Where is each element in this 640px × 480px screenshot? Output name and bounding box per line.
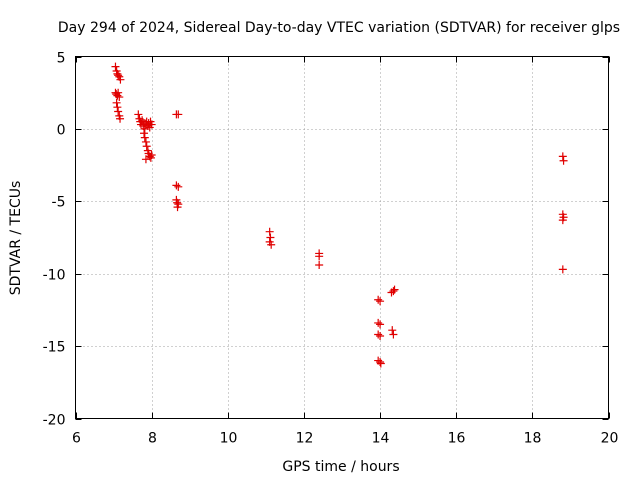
- data-point: [116, 75, 125, 84]
- points-layer: [111, 62, 568, 368]
- y-tick-label: -5: [52, 195, 66, 211]
- x-tick-label: 6: [72, 431, 81, 447]
- grid-layer: [75, 56, 609, 419]
- data-point: [390, 285, 399, 294]
- data-point: [374, 330, 383, 339]
- data-point: [172, 181, 181, 190]
- y-tick-label: -10: [43, 268, 66, 284]
- data-point: [115, 93, 124, 102]
- data-point: [376, 358, 385, 367]
- data-point: [374, 295, 383, 304]
- chart-title: Day 294 of 2024, Sidereal Day-to-day VTE…: [58, 20, 620, 36]
- data-point: [315, 261, 324, 270]
- ticks-layer: 6 8 10 12 14 16 18 20 5 0 -5 -10 -15 -20: [43, 51, 619, 447]
- data-point: [112, 98, 121, 107]
- data-point: [376, 320, 385, 329]
- x-tick-label: 10: [220, 431, 238, 447]
- data-point: [114, 107, 123, 116]
- x-tick-label: 16: [448, 431, 466, 447]
- data-point: [374, 318, 383, 327]
- x-tick-label: 18: [524, 431, 542, 447]
- data-point: [376, 359, 385, 368]
- data-point: [141, 155, 150, 164]
- data-point: [142, 142, 151, 151]
- data-point: [389, 330, 398, 339]
- data-point: [376, 297, 385, 306]
- data-point: [265, 227, 274, 236]
- data-point: [114, 71, 123, 80]
- data-point: [116, 114, 125, 123]
- data-point: [147, 150, 156, 159]
- x-axis-label: GPS time / hours: [282, 459, 399, 475]
- data-point: [140, 133, 149, 142]
- data-point: [389, 287, 398, 296]
- data-point: [267, 240, 276, 249]
- data-point: [140, 129, 149, 138]
- plot-frame: [75, 56, 609, 419]
- data-point: [141, 137, 150, 146]
- data-point: [174, 182, 183, 191]
- y-axis-label: SDTVAR / TECUs: [8, 181, 24, 296]
- data-point: [558, 216, 567, 225]
- x-tick-label: 20: [601, 431, 619, 447]
- data-point: [147, 120, 156, 129]
- data-point: [266, 233, 275, 242]
- data-point: [113, 103, 122, 112]
- data-point: [558, 265, 567, 274]
- y-tick-label: 5: [57, 51, 66, 67]
- data-point: [558, 152, 567, 161]
- x-tick-label: 14: [372, 431, 390, 447]
- data-point: [388, 326, 397, 335]
- x-tick-label: 12: [296, 431, 314, 447]
- data-point: [559, 156, 568, 165]
- y-tick-label: -15: [43, 340, 66, 356]
- data-point: [174, 110, 183, 119]
- data-point: [111, 62, 120, 71]
- data-point: [173, 203, 182, 212]
- y-tick-label: 0: [57, 123, 66, 139]
- x-tick-label: 8: [148, 431, 157, 447]
- data-point: [114, 88, 123, 97]
- data-point: [315, 252, 324, 261]
- data-point: [134, 110, 143, 119]
- y-tick-label: -20: [43, 413, 66, 429]
- data-point: [376, 331, 385, 340]
